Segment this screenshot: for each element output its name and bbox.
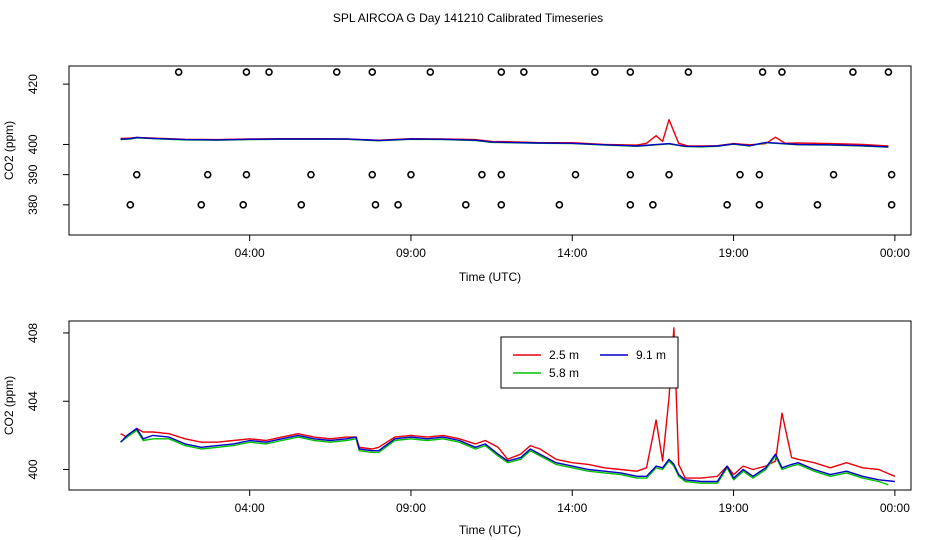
data-point-marker	[571, 170, 580, 179]
data-point-marker	[736, 170, 744, 179]
figure-title: SPL AIRCOA G Day 141210 Calibrated Times…	[333, 11, 603, 25]
y-axis-title: CO2 (ppm)	[2, 376, 16, 435]
data-point-marker	[126, 201, 135, 209]
data-point-marker	[887, 170, 896, 179]
data-point-marker	[520, 68, 528, 76]
y-tick-label: 404	[26, 391, 40, 411]
x-tick-label: 19:00	[719, 501, 749, 515]
data-point-marker	[626, 170, 635, 179]
data-point-marker	[371, 201, 380, 209]
data-point-marker	[723, 201, 731, 209]
data-point-marker	[755, 170, 764, 179]
x-tick-label: 09:00	[396, 246, 426, 260]
data-point-marker	[242, 170, 251, 179]
data-point-marker	[626, 201, 635, 209]
data-point-marker	[829, 170, 838, 179]
x-tick-label: 04:00	[235, 501, 265, 515]
y-tick-label: 420	[26, 74, 40, 94]
data-point-marker	[332, 68, 341, 76]
legend-label: 9.1 m	[636, 348, 666, 362]
top-panel: 04:00 09:00 14:00 19:00 00:00 380 390 400 420 Tim…	[2, 65, 912, 284]
data-point-marker	[478, 170, 486, 179]
data-point-marker	[174, 68, 183, 76]
data-point-marker	[555, 201, 564, 209]
x-axis-title: Time (UTC)	[459, 270, 521, 284]
legend-label: 5.8 m	[549, 366, 579, 380]
y-tick-label: 390	[26, 164, 40, 184]
series-group	[120, 327, 896, 486]
data-point-marker	[197, 201, 206, 209]
data-point-marker	[649, 201, 657, 209]
legend-label: 2.5 m	[549, 348, 579, 362]
series-line-9-1-m	[120, 427, 895, 483]
plot-frame	[68, 320, 912, 491]
x-tick-label: 09:00	[396, 501, 426, 515]
data-point-marker	[497, 201, 506, 209]
y-tick-label: 400	[26, 459, 40, 479]
y-axis-title: CO2 (ppm)	[2, 121, 16, 180]
data-point-marker	[132, 170, 141, 179]
plot-frame	[68, 65, 912, 236]
data-point-marker	[665, 170, 673, 179]
data-point-marker	[778, 68, 786, 76]
y-tick-label: 380	[26, 194, 40, 214]
data-point-marker	[203, 170, 212, 179]
x-tick-label: 14:00	[557, 501, 587, 515]
data-point-marker	[462, 201, 470, 209]
y-tick-label: 400	[26, 134, 40, 154]
series-line-5-8-m	[120, 429, 889, 486]
data-point-marker	[684, 68, 693, 76]
data-point-marker	[242, 68, 251, 76]
x-tick-label: 00:00	[880, 246, 910, 260]
y-tick-label: 408	[26, 323, 40, 343]
data-point-marker	[497, 68, 506, 76]
data-point-marker	[239, 201, 248, 209]
data-point-marker	[755, 201, 764, 209]
bottom-panel: 04:00 09:00 14:00 19:00 00:00 400 404 408 Time (…	[2, 320, 912, 537]
x-tick-label: 19:00	[719, 246, 749, 260]
legend: 2.5 m 9.1 m 5.8 m	[500, 336, 679, 389]
data-point-marker	[497, 170, 506, 179]
series-line-2-5-m	[120, 327, 896, 479]
data-point-marker	[307, 170, 315, 179]
data-point-marker	[849, 68, 857, 76]
data-point-marker	[884, 68, 893, 76]
data-point-marker	[813, 201, 822, 209]
data-point-marker	[887, 201, 896, 209]
data-point-marker	[368, 68, 377, 76]
data-point-marker	[426, 68, 435, 76]
legend-box	[500, 336, 679, 389]
data-point-marker	[591, 68, 599, 76]
x-tick-label: 00:00	[880, 501, 910, 515]
data-point-marker	[407, 170, 415, 179]
data-point-marker	[394, 201, 402, 209]
data-point-marker	[758, 68, 767, 76]
data-point-marker	[626, 68, 635, 76]
series-line-9-1-m	[120, 136, 889, 148]
data-point-marker	[265, 68, 273, 76]
data-point-marker	[368, 170, 377, 179]
x-tick-label: 14:00	[557, 246, 587, 260]
data-point-marker	[297, 201, 306, 209]
x-tick-label: 04:00	[235, 246, 265, 260]
x-axis-title: Time (UTC)	[459, 523, 521, 537]
series-group	[120, 118, 889, 148]
